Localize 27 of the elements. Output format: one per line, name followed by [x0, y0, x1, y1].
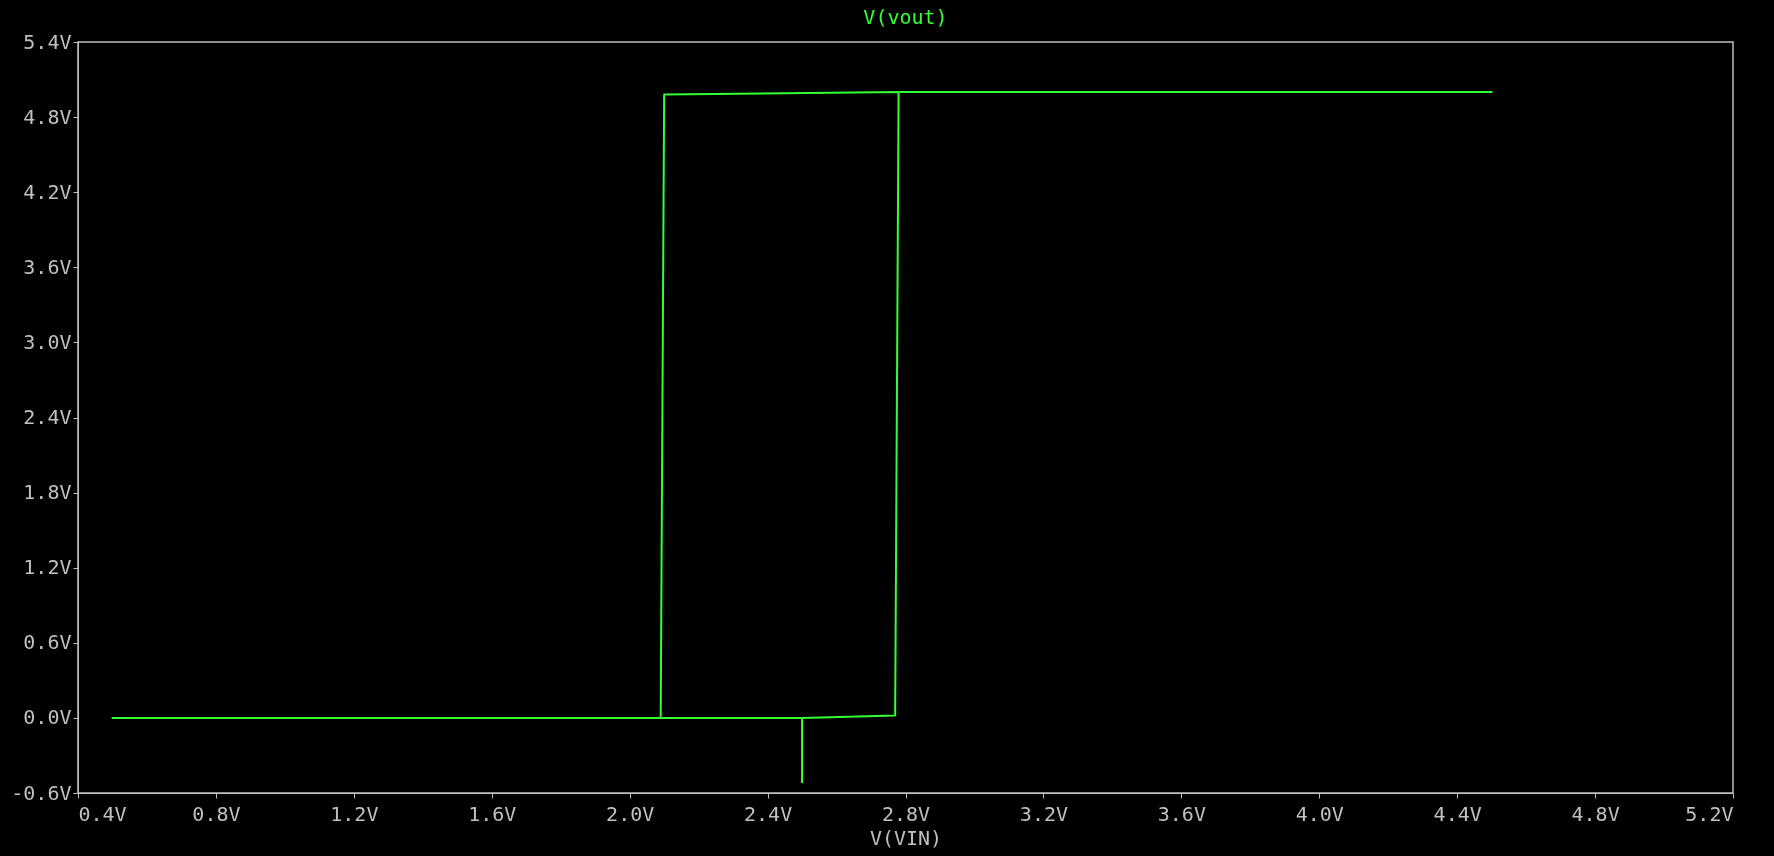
y-tick-label: 0.0V	[23, 705, 72, 730]
x-tick-label: 4.0V	[1295, 801, 1344, 826]
y-tick-label: 2.4V	[23, 405, 72, 429]
chart-title: V(vout)	[863, 5, 948, 29]
x-tick-label: 3.6V	[1157, 801, 1206, 826]
x-tick-label: 4.4V	[1433, 801, 1482, 826]
y-tick-label: 5.4V	[23, 29, 72, 54]
x-tick-label: 4.8V	[1571, 801, 1620, 826]
x-tick-label: 2.0V	[606, 801, 655, 826]
y-tick-label: 0.6V	[23, 630, 72, 655]
x-tick-label: 0.8V	[192, 801, 241, 826]
x-tick-label: 2.4V	[744, 801, 793, 826]
y-tick-label: 4.8V	[23, 104, 72, 129]
line-series	[111, 91, 1493, 784]
x-tick-label: 1.6V	[468, 801, 517, 826]
x-tick-label: 0.4V	[78, 801, 127, 826]
x-tick-label: 5.2V	[1685, 801, 1734, 826]
x-axis-title: V(VIN)	[869, 825, 943, 850]
y-tick-label: -0.6V	[11, 780, 72, 805]
x-tick-label: 2.8V	[881, 801, 931, 826]
x-tick-label: 1.2V	[330, 801, 379, 826]
y-tick-label: 3.0V	[23, 329, 72, 354]
y-tick-label: 4.2V	[23, 179, 72, 204]
y-tick-label: 3.6V	[23, 254, 72, 279]
x-tick-label: 3.2V	[1019, 801, 1068, 826]
y-tick-label: 1.2V	[23, 555, 72, 580]
y-tick-label: 1.8V	[23, 480, 72, 505]
